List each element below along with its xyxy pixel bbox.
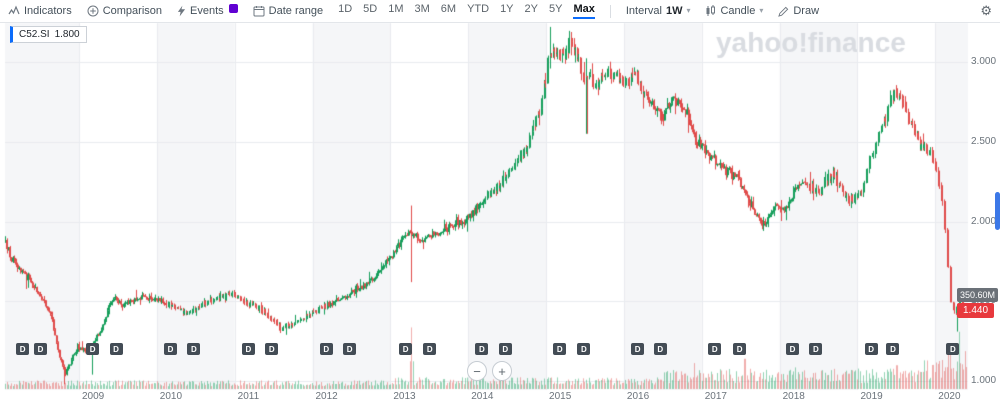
events-button[interactable]: Events xyxy=(177,3,238,17)
toolbar-divider xyxy=(609,4,611,18)
chart-type-dropdown[interactable]: Candle xyxy=(705,5,763,17)
dividend-event-marker[interactable]: D xyxy=(733,343,747,355)
last-price-badge: 1.440 xyxy=(957,303,995,318)
chart-toolbar: Indicators Comparison Events Date range … xyxy=(0,0,1000,23)
dividend-event-marker[interactable]: D xyxy=(946,343,960,355)
comparison-label: Comparison xyxy=(102,5,163,17)
dividend-event-marker[interactable]: D xyxy=(241,343,255,355)
comparison-button[interactable]: Comparison xyxy=(87,5,162,17)
draw-button[interactable]: Draw xyxy=(778,5,819,17)
circle-plus-icon xyxy=(87,5,99,17)
range-button-6m[interactable]: 6M xyxy=(440,3,457,15)
dividend-event-marker[interactable]: D xyxy=(16,343,30,355)
calendar-icon xyxy=(253,5,265,17)
zoom-in-button[interactable]: + xyxy=(492,361,512,381)
dividend-event-marker[interactable]: D xyxy=(886,343,900,355)
dividend-event-marker[interactable]: D xyxy=(343,343,357,355)
dividend-event-marker[interactable]: D xyxy=(265,343,279,355)
dividend-event-marker[interactable]: D xyxy=(864,343,878,355)
range-button-5y[interactable]: 5Y xyxy=(549,3,563,15)
indicators-label: Indicators xyxy=(24,5,72,17)
page-scrollbar-thumb[interactable] xyxy=(995,192,1000,230)
settings-button[interactable] xyxy=(980,3,992,19)
chevron-down-icon xyxy=(759,7,763,15)
range-button-ytd[interactable]: YTD xyxy=(467,3,490,15)
interval-value: 1W xyxy=(665,5,683,17)
range-button-max[interactable]: Max xyxy=(573,3,595,19)
pencil-icon xyxy=(778,6,789,17)
legend-price: 1.800 xyxy=(54,29,80,40)
dividend-event-marker[interactable]: D xyxy=(475,343,489,355)
range-button-1y[interactable]: 1Y xyxy=(500,3,514,15)
dividend-event-marker[interactable]: D xyxy=(164,343,178,355)
indicators-button[interactable]: Indicators xyxy=(8,5,72,17)
volume-badge: 350.60M xyxy=(957,288,999,302)
interval-label: Interval xyxy=(625,5,662,17)
candle-chart-icon xyxy=(705,5,716,17)
range-button-3m[interactable]: 3M xyxy=(414,3,430,15)
lightning-icon xyxy=(177,5,186,17)
legend-symbol: C52.SI xyxy=(19,29,50,40)
date-range-label: Date range xyxy=(268,5,324,17)
dividend-event-marker[interactable]: D xyxy=(786,343,800,355)
dividend-event-marker[interactable]: D xyxy=(708,343,722,355)
range-button-1d[interactable]: 1D xyxy=(338,3,353,15)
dividend-event-marker[interactable]: D xyxy=(423,343,437,355)
chevron-down-icon xyxy=(686,7,690,15)
dividend-event-marker[interactable]: D xyxy=(34,343,48,355)
dividend-event-marker[interactable]: D xyxy=(653,343,667,355)
dividend-event-marker[interactable]: D xyxy=(631,343,645,355)
dividend-event-marker[interactable]: D xyxy=(86,343,100,355)
range-selector: 1D 5D 1M 3M 6M YTD 1Y 2Y 5Y Max xyxy=(338,3,595,19)
chart-type-label: Candle xyxy=(720,5,756,17)
zoom-out-button[interactable]: − xyxy=(467,361,487,381)
dividend-event-marker[interactable]: D xyxy=(498,343,512,355)
indicators-icon xyxy=(8,5,20,17)
symbol-legend[interactable]: C52.SI 1.800 xyxy=(10,26,87,43)
events-label: Events xyxy=(190,5,224,17)
dividend-event-marker[interactable]: D xyxy=(319,343,333,355)
dividend-event-marker[interactable]: D xyxy=(399,343,413,355)
range-button-5d[interactable]: 5D xyxy=(363,3,378,15)
gear-icon xyxy=(980,3,992,19)
dividend-event-marker[interactable]: D xyxy=(187,343,201,355)
dividend-event-marker[interactable]: D xyxy=(553,343,567,355)
interval-dropdown[interactable]: Interval 1W xyxy=(626,5,691,17)
dividend-event-marker[interactable]: D xyxy=(577,343,591,355)
events-new-badge xyxy=(228,3,238,13)
range-button-2y[interactable]: 2Y xyxy=(524,3,538,15)
range-button-1m[interactable]: 1M xyxy=(388,3,404,15)
dividend-event-marker[interactable]: D xyxy=(809,343,823,355)
date-range-button[interactable]: Date range xyxy=(253,5,323,17)
dividend-event-marker[interactable]: D xyxy=(109,343,123,355)
draw-label: Draw xyxy=(793,5,820,17)
